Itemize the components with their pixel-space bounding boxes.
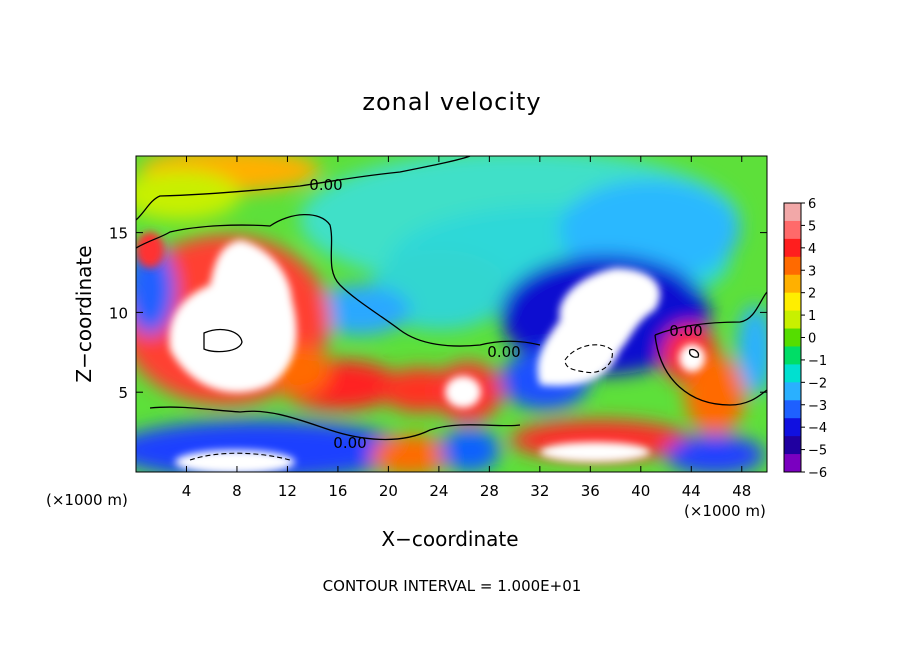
chart-title: zonal velocity [362, 88, 542, 116]
x-tick-label: 16 [328, 482, 347, 500]
y-axis: 5 10 15 [109, 225, 767, 402]
x-tick-label: 32 [530, 482, 549, 500]
y-tick-label: 15 [109, 225, 128, 243]
colorbar-tick-label: −2 [808, 376, 827, 391]
x-tick-label: 24 [429, 482, 448, 500]
y-tick-label: 5 [118, 384, 128, 402]
colorbar-tick-label: −6 [808, 466, 827, 481]
zero-contours [136, 156, 767, 441]
colorbar-swatch [784, 220, 801, 240]
out-of-range-regions [136, 232, 705, 472]
heatmap-field [136, 156, 767, 472]
colorbar-tick-label: 6 [808, 197, 816, 212]
colorbar-swatch [784, 292, 801, 312]
y-axis-label: Z−coordinate [72, 245, 96, 383]
colorbar-swatch [784, 238, 801, 258]
colorbar-tick-label: 1 [808, 309, 816, 324]
colorbar-swatch [784, 418, 801, 437]
colorbar-tick-label: −3 [808, 399, 827, 414]
x-tick-label: 12 [278, 482, 297, 500]
colorbar-swatch [784, 436, 801, 455]
contour-label: 0.00 [669, 322, 702, 340]
colorbar-swatch [784, 203, 801, 222]
contour-label: 0.00 [333, 434, 366, 452]
x-tick-label: 4 [182, 482, 192, 500]
negative-contours [189, 344, 613, 461]
x-tick-label: 28 [480, 482, 499, 500]
colorbar-swatch [784, 382, 801, 401]
x-unit-label: (×1000 m) [684, 502, 766, 520]
x-tick-label: 40 [631, 482, 650, 500]
x-tick-label: 48 [732, 482, 751, 500]
z-unit-label: (×1000 m) [46, 491, 128, 509]
colorbar-swatch [784, 256, 801, 276]
x-tick-label: 8 [232, 482, 242, 500]
colorbar-swatch [784, 328, 801, 347]
colorbar: 6 5 4 3 2 1 0 −1 −2 −3 −4 −5 −6 [783, 197, 827, 481]
colorbar-tick-label: 2 [808, 287, 816, 302]
x-tick-label: 20 [379, 482, 398, 500]
colorbar-swatch [784, 400, 801, 419]
colorbar-tick-label: −5 [808, 444, 827, 459]
colorbar-swatch [784, 310, 801, 330]
x-tick-label: 44 [682, 482, 701, 500]
contour-interval-note: CONTOUR INTERVAL = 1.000E+01 [322, 577, 582, 595]
colorbar-swatch [784, 274, 801, 294]
contour-labels: 0.00 0.00 0.00 0.00 [309, 176, 702, 452]
colorbar-tick-label: 3 [808, 264, 816, 279]
y-tick-label: 10 [109, 304, 128, 322]
colorbar-tick-label: 4 [808, 242, 816, 257]
contour-label: 0.00 [487, 343, 520, 361]
colorbar-swatch [784, 364, 801, 383]
x-tick-label: 36 [581, 482, 600, 500]
contour-label: 0.00 [309, 176, 342, 194]
x-axis-label: X−coordinate [381, 527, 519, 551]
plot-frame [135, 155, 768, 473]
colorbar-swatch [784, 454, 801, 473]
colorbar-swatch [784, 346, 801, 365]
x-axis: 4 8 12 16 20 24 28 32 36 40 44 48 [182, 156, 751, 500]
colorbar-tick-label: −4 [808, 421, 827, 436]
colorbar-tick-label: 5 [808, 219, 816, 234]
colorbar-tick-label: 0 [808, 332, 816, 347]
colorbar-tick-label: −1 [808, 354, 827, 369]
